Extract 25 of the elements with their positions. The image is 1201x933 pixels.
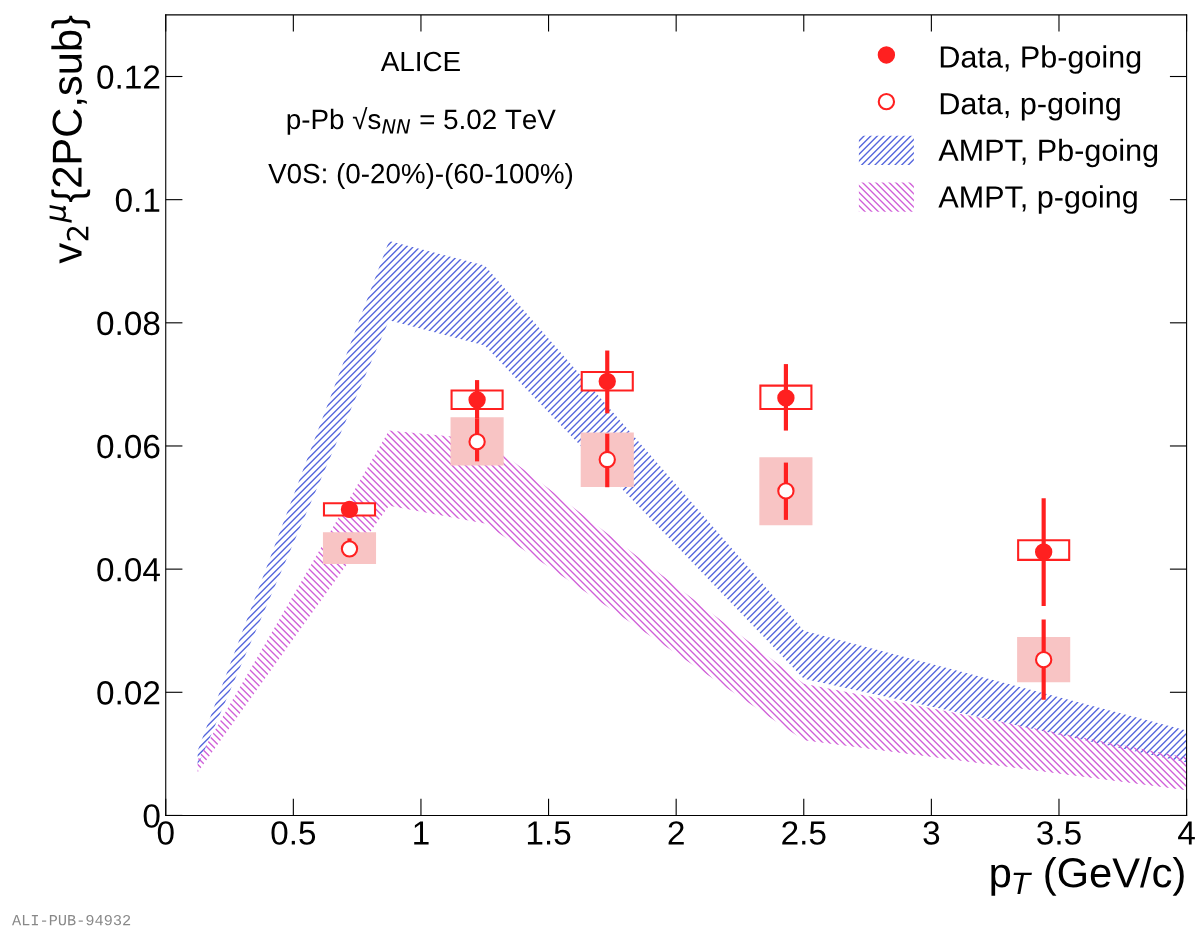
y-tick-label: 0.06	[97, 434, 160, 459]
x-tick-label: 0.5	[271, 821, 316, 845]
y-tick-label: 0.12	[97, 65, 160, 89]
x-tick-label: 3.5	[1037, 821, 1081, 845]
legend-label: Data, p-going	[940, 92, 1120, 121]
x-tick-label: 1	[414, 821, 429, 845]
y-tick-label: 0.1	[115, 188, 160, 213]
legend-label: AMPT, Pb-going	[938, 138, 1158, 168]
point	[340, 500, 359, 519]
text: ALI-PUB-94932	[12, 914, 131, 926]
legend-label: Data, Pb-going	[940, 45, 1141, 74]
x-tick-label: 1.5	[527, 821, 571, 845]
x-tick-label: 2	[668, 821, 684, 845]
y-tick-label: 0.04	[97, 557, 160, 582]
annotation: V0S: (0-20%)-(60-100%)	[268, 163, 573, 189]
x-axis-title: p$_{T}$ (GeV/c)	[991, 856, 1184, 896]
x-tick-label: 2.5	[782, 821, 826, 845]
y-tick-label: 0.08	[97, 311, 160, 336]
x-tick-label: 3	[923, 821, 940, 845]
annotation: p-Pb √s$_{NN}$ = 5.02 TeV	[287, 106, 556, 135]
x-tick-label: 4	[1178, 821, 1195, 845]
annotation: ALICE	[380, 51, 460, 72]
y-axis-title: v$_{2}$$^{μ}${2PC,sub}	[49, 15, 91, 264]
legend-label: AMPT, p-going	[938, 185, 1137, 214]
y-tick-label: 0.02	[97, 681, 160, 705]
